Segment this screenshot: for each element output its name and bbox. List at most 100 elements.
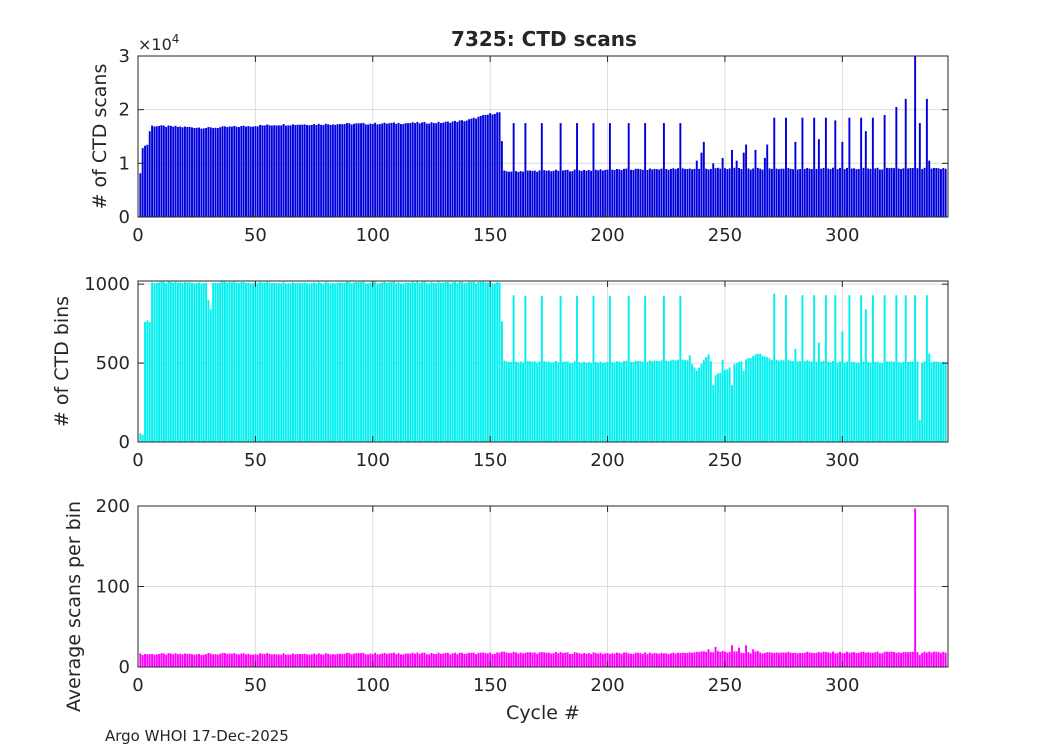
bar <box>151 125 154 217</box>
x-tick-label: 100 <box>356 675 390 696</box>
bar <box>561 653 564 667</box>
bar <box>836 362 839 442</box>
bar <box>207 653 210 667</box>
bar <box>181 127 184 217</box>
bar <box>303 653 306 667</box>
bar <box>721 650 724 667</box>
bar <box>270 654 273 667</box>
bar <box>707 169 710 217</box>
bar <box>223 126 226 217</box>
bar <box>169 653 172 667</box>
bar <box>796 169 799 217</box>
bar <box>146 144 149 217</box>
bar <box>446 282 449 442</box>
bar <box>392 652 395 667</box>
bar <box>848 295 851 442</box>
bar <box>482 281 485 442</box>
bar <box>728 168 731 217</box>
bar <box>573 169 576 217</box>
bar <box>357 653 360 667</box>
bar <box>360 282 363 442</box>
exponent-power: 4 <box>172 32 180 46</box>
bar <box>252 283 255 442</box>
bar <box>897 652 900 667</box>
bar <box>684 168 687 217</box>
bar <box>728 651 731 667</box>
bar <box>479 115 482 217</box>
bar <box>707 649 710 667</box>
bar <box>329 124 332 217</box>
bar <box>637 168 640 217</box>
bar <box>338 124 341 217</box>
bar <box>355 653 358 667</box>
bar <box>925 98 928 217</box>
bar <box>937 168 940 217</box>
bar <box>294 283 297 442</box>
bar <box>592 652 595 667</box>
bar <box>860 295 863 442</box>
bar <box>587 169 590 217</box>
bar <box>456 654 459 667</box>
bar <box>707 354 710 442</box>
bar <box>672 359 675 442</box>
bar <box>160 653 163 667</box>
y-tick-label: 0 <box>119 207 130 228</box>
bar <box>273 654 276 667</box>
bar <box>735 651 738 667</box>
bar <box>437 281 440 442</box>
bar <box>510 361 513 442</box>
bar <box>916 361 919 442</box>
bar <box>554 360 557 442</box>
bar <box>362 122 365 217</box>
bar <box>853 168 856 217</box>
bar <box>864 131 867 217</box>
bar <box>747 652 750 667</box>
bar <box>282 653 285 667</box>
bar <box>237 127 240 217</box>
bar <box>780 360 783 442</box>
bar <box>198 653 201 667</box>
bar <box>597 362 600 442</box>
bar <box>273 125 276 217</box>
bar <box>923 361 926 442</box>
bar <box>402 283 405 442</box>
bar <box>921 169 924 217</box>
bar <box>618 169 621 217</box>
bar <box>822 651 825 667</box>
bar <box>752 356 755 442</box>
bar <box>914 508 917 667</box>
bar <box>709 652 712 667</box>
bar <box>442 653 445 667</box>
bar <box>256 654 259 667</box>
bar <box>543 170 546 217</box>
bar <box>247 282 250 442</box>
bar <box>165 283 168 442</box>
bar <box>702 141 705 217</box>
bar <box>475 283 478 442</box>
bar <box>529 652 532 667</box>
bar <box>658 169 661 217</box>
bar <box>939 169 942 217</box>
bar <box>247 653 250 667</box>
bar <box>895 106 898 217</box>
bar <box>524 295 527 442</box>
bar <box>756 650 759 667</box>
y-axis-label-scans: # of CTD scans <box>89 64 111 210</box>
bar <box>773 652 776 667</box>
bar <box>794 348 797 442</box>
bar <box>932 167 935 217</box>
bar <box>777 652 780 667</box>
bar <box>226 653 229 667</box>
bar <box>608 653 611 667</box>
bar <box>914 295 917 442</box>
bar <box>362 281 365 442</box>
bar <box>479 281 482 442</box>
bar <box>444 281 447 442</box>
bar <box>735 160 738 217</box>
bar <box>139 653 142 667</box>
bar <box>233 653 236 667</box>
bar <box>465 120 468 217</box>
bar <box>770 652 773 667</box>
bar <box>810 652 813 667</box>
bar <box>242 653 245 667</box>
